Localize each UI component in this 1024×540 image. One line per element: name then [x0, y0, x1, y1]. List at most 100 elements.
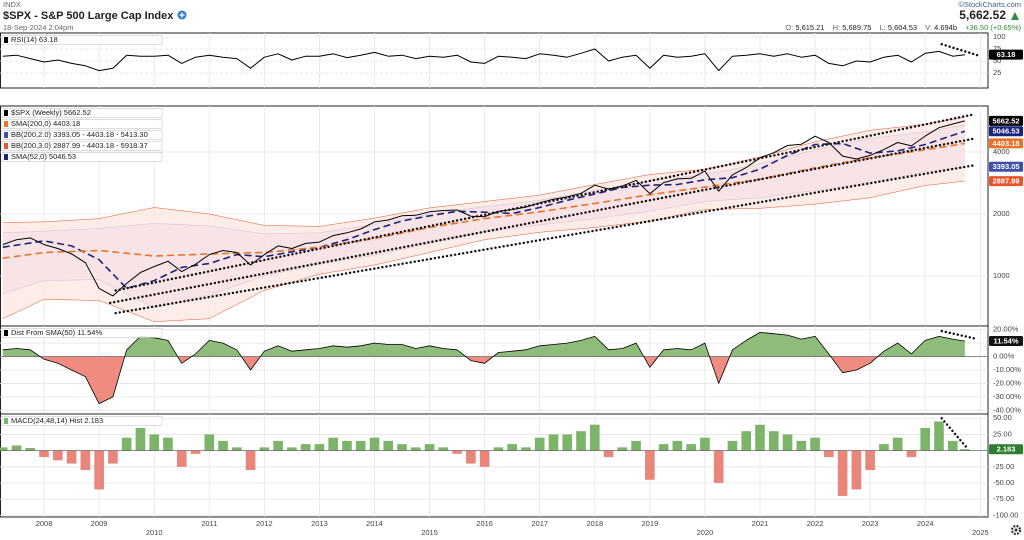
histogram-bar [342, 440, 352, 451]
settings-icon[interactable] [1010, 524, 1022, 536]
y-tick-label: -25.00 [993, 462, 1014, 471]
histogram-bar [369, 437, 380, 451]
value-tag-label: 2887.99 [992, 177, 1019, 186]
quote-label: V: [925, 23, 932, 32]
band-lower [2, 180, 965, 322]
value-tag [989, 176, 1023, 187]
value-tag-label: 63.18 [997, 50, 1016, 59]
histogram-bar [782, 434, 793, 451]
legend-swatch [4, 110, 8, 116]
histogram-bar [521, 447, 531, 451]
legend-box [1, 416, 163, 426]
trendline [108, 137, 976, 305]
histogram-bar [355, 440, 366, 451]
legend-swatch [4, 132, 8, 138]
dist-line [2, 332, 965, 404]
legend-label: Dist From SMA(50) 11.54% [11, 328, 102, 337]
histogram-bar [300, 444, 311, 451]
legend-label: SMA(200,0) 4403.18 [11, 119, 80, 128]
value-tag [989, 336, 1023, 347]
x-tick-label: 2009 [91, 519, 108, 528]
legend-label: BB(200,3.0) 2887.99 - 4403.18 - 5918.37 [11, 141, 148, 150]
histogram-bar [603, 450, 614, 458]
quote-value: 5,604.53 [888, 23, 917, 32]
value-tag [989, 138, 1023, 149]
x-tick-label: 2012 [256, 519, 273, 528]
plot [0, 329, 988, 404]
area-fill [2, 332, 965, 404]
histogram-bar [231, 447, 242, 451]
legend-box [1, 119, 163, 129]
panel-frame [0, 413, 989, 518]
x-tick-label: 2011 [201, 519, 217, 528]
histogram-bar [617, 447, 628, 451]
plot [2, 113, 976, 322]
x-tick-label: 2016 [476, 519, 493, 528]
histogram-bar [452, 450, 462, 454]
y-tick-label: 50 [993, 56, 1001, 65]
histogram-bar [892, 437, 903, 451]
histogram-bar [273, 440, 283, 451]
legend-label: SMA(52,0) 5046.53 [11, 152, 76, 161]
histogram-bar [204, 434, 215, 451]
histogram-bar [410, 447, 421, 451]
quote-label: H: [833, 23, 841, 32]
legend-box [1, 328, 163, 338]
value-tag-label: 4403.18 [992, 139, 1019, 148]
histogram-bar [176, 450, 187, 467]
change: +36.50 (+0.65%) [965, 23, 1021, 32]
legend-box [1, 152, 163, 162]
histogram-bar [163, 437, 173, 451]
histogram-bar [934, 421, 944, 451]
histogram-bar [727, 440, 738, 451]
trendline [114, 113, 976, 292]
y-tick-label: -40.00% [993, 405, 1021, 414]
histogram-bar [397, 444, 407, 451]
average-line [2, 130, 966, 290]
x-tick-label: 2020 [697, 528, 714, 537]
histogram-bar [658, 444, 669, 451]
histogram-bar [631, 440, 641, 451]
add-icon[interactable] [177, 10, 187, 20]
legend-label: RSI(14) 63.18 [11, 35, 58, 44]
histogram-bar [796, 440, 807, 451]
histogram-bar [851, 450, 862, 490]
plot [0, 417, 988, 496]
histogram-bar [25, 448, 36, 451]
x-tick-label: 2023 [862, 519, 879, 528]
legend-box [1, 108, 163, 118]
y-tick-label: 0.00% [993, 352, 1015, 361]
y-tick-label: -50.00 [993, 478, 1014, 487]
quote-line: O: 5,615.21 H: 5,689.75 L: 5,604.53 V: 4… [785, 23, 1021, 32]
credit: ©StockCharts.com [958, 0, 1021, 9]
y-tick-label: 25.00 [993, 429, 1012, 438]
histogram-bar [713, 450, 724, 483]
histogram-bar [920, 427, 931, 451]
quote-label: L: [880, 23, 886, 32]
quote-value: 5,615.21 [795, 23, 824, 32]
histogram-bar [755, 424, 765, 451]
histogram-bar [328, 437, 339, 451]
x-tick-label: 2018 [586, 519, 603, 528]
legend-swatch [4, 330, 8, 336]
plot [2, 43, 979, 72]
x-tick-label: 2013 [311, 519, 328, 528]
price-line [2, 120, 966, 297]
histogram-bar [865, 450, 875, 471]
y-tick-label: 4000 [993, 147, 1010, 156]
legend-label: MACD(24,48,14) Hist 2.183 [11, 416, 103, 425]
histogram-bar [0, 447, 8, 451]
histogram-bar [218, 440, 228, 451]
value-tag-label: 5046.53 [992, 127, 1019, 136]
value-tag-label: 5662.52 [992, 116, 1019, 125]
histogram-bar [108, 450, 118, 464]
legend-box [1, 141, 163, 151]
histogram-bar [824, 450, 834, 458]
x-tick-label: 2022 [807, 519, 824, 528]
histogram-bar [466, 450, 476, 464]
histogram-bar [589, 424, 600, 451]
exchange: INDX [3, 0, 21, 9]
x-tick-label: 2017 [531, 519, 548, 528]
x-tick-label: 2025 [972, 528, 989, 537]
y-tick-label: 2000 [993, 209, 1010, 218]
